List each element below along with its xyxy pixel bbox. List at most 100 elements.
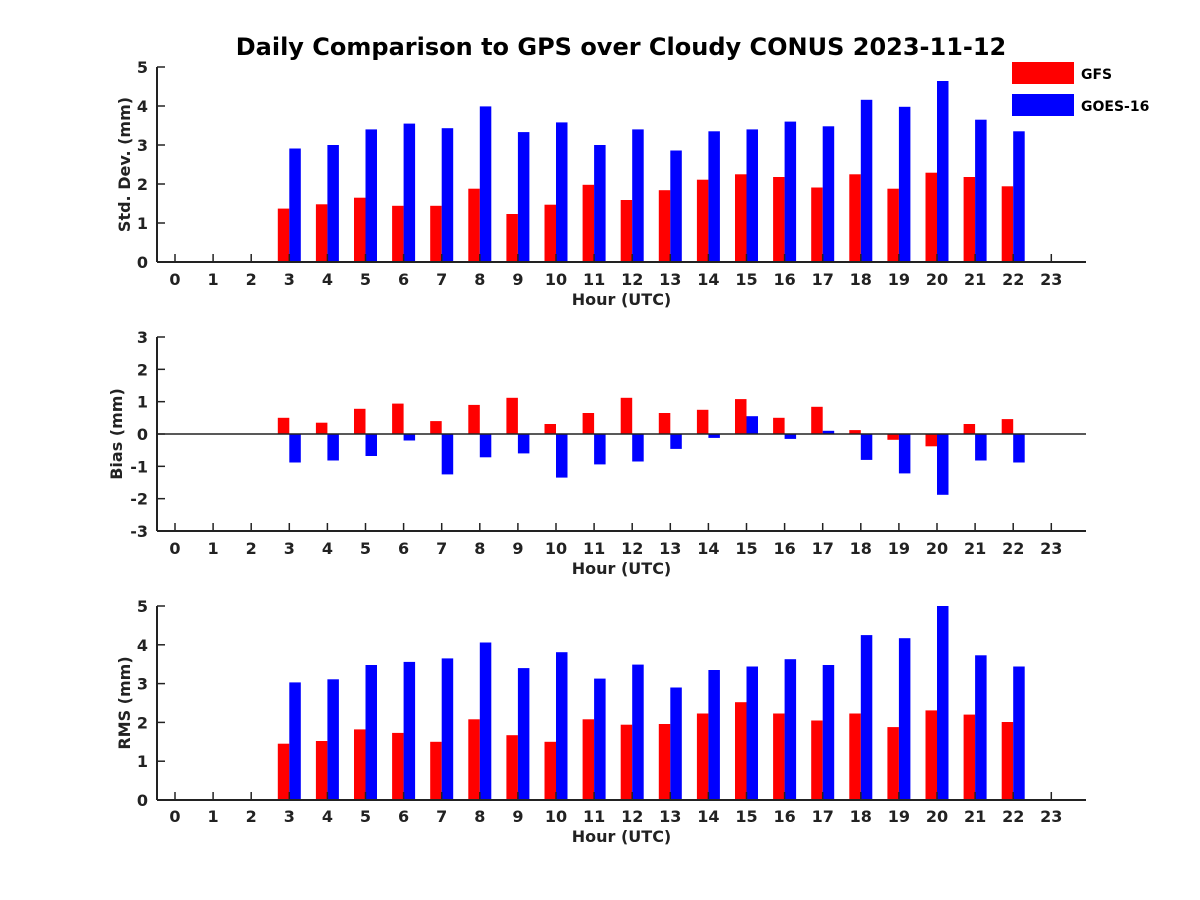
bar-gfs-hour-11: [582, 719, 595, 800]
x-tick-label: 3: [284, 539, 295, 558]
bar-goes16-hour-11: [594, 678, 606, 800]
bar-goes16-hour-7: [441, 128, 454, 262]
x-tick-label: 23: [1040, 539, 1062, 558]
bar-goes16-hour-4: [327, 145, 339, 262]
bar-gfs-hour-9: [506, 397, 518, 434]
x-tick-label: 16: [773, 539, 795, 558]
x-tick-label: 9: [512, 539, 523, 558]
x-tick-label: 6: [398, 270, 409, 289]
x-tick-label: 20: [926, 807, 948, 826]
y-axis-label: Bias (mm): [107, 388, 126, 480]
x-tick-label: 5: [360, 539, 371, 558]
x-tick-label: 15: [735, 539, 757, 558]
x-tick-label: 22: [1002, 270, 1024, 289]
bar-gfs-hour-19: [887, 188, 899, 262]
x-axis-label: Hour (UTC): [572, 290, 672, 309]
y-tick-label: 2: [137, 175, 148, 194]
bar-gfs-hour-15: [735, 702, 747, 800]
x-tick-label: 17: [812, 270, 834, 289]
bar-goes16-hour-14: [708, 434, 720, 438]
bar-gfs-hour-8: [468, 404, 480, 434]
x-tick-label: 7: [436, 539, 447, 558]
x-tick-label: 5: [360, 807, 371, 826]
x-tick-label: 22: [1002, 807, 1024, 826]
bar-goes16-hour-12: [632, 434, 644, 462]
x-tick-label: 18: [850, 270, 872, 289]
bar-gfs-hour-21: [963, 177, 976, 262]
bar-gfs-hour-22: [1001, 419, 1014, 434]
x-tick-label: 20: [926, 270, 948, 289]
bar-goes16-hour-21: [975, 434, 987, 461]
bar-goes16-hour-19: [898, 434, 911, 474]
x-tick-label: 7: [436, 807, 447, 826]
x-tick-label: 13: [659, 270, 681, 289]
bar-goes16-hour-16: [784, 659, 797, 800]
bar-gfs-hour-20: [925, 434, 937, 447]
bar-goes16-hour-9: [517, 668, 530, 800]
y-axis-label: Std. Dev. (mm): [115, 97, 134, 232]
bar-goes16-hour-19: [898, 106, 911, 262]
bar-goes16-hour-4: [327, 679, 339, 800]
bar-goes16-hour-3: [289, 434, 301, 463]
bar-goes16-hour-6: [403, 434, 416, 441]
legend-swatch-goes16: [1012, 94, 1074, 116]
y-tick-label: 3: [137, 136, 148, 155]
bar-gfs-hour-11: [582, 184, 595, 262]
y-tick-label: 1: [137, 214, 148, 233]
y-tick-label: 4: [137, 97, 148, 116]
bar-goes16-hour-12: [632, 129, 644, 262]
bar-gfs-hour-12: [620, 397, 633, 434]
bar-gfs-hour-18: [849, 174, 861, 263]
bar-gfs-hour-3: [277, 417, 290, 434]
y-tick-label: 2: [137, 713, 148, 732]
y-tick-label: 3: [137, 328, 148, 347]
bar-gfs-hour-14: [696, 179, 709, 262]
bar-gfs-hour-4: [315, 741, 328, 800]
x-tick-label: 21: [964, 807, 986, 826]
bar-gfs-hour-4: [315, 422, 328, 434]
x-tick-label: 1: [208, 539, 219, 558]
x-axis-label: Hour (UTC): [572, 827, 672, 846]
bar-goes16-hour-5: [365, 665, 377, 800]
bar-gfs-hour-10: [544, 204, 556, 262]
bar-goes16-hour-18: [860, 635, 873, 800]
bar-goes16-hour-15: [746, 129, 758, 262]
bar-goes16-hour-3: [289, 148, 301, 262]
bar-goes16-hour-11: [594, 145, 606, 262]
bar-goes16-hour-9: [517, 132, 530, 262]
bar-gfs-hour-11: [582, 413, 595, 434]
x-tick-label: 18: [850, 539, 872, 558]
y-tick-label: 1: [137, 393, 148, 412]
bar-gfs-hour-5: [354, 197, 366, 262]
bar-gfs-hour-16: [773, 713, 785, 800]
bar-goes16-hour-18: [860, 99, 873, 262]
y-tick-label: -3: [130, 522, 148, 541]
x-tick-label: 1: [208, 807, 219, 826]
x-tick-label: 18: [850, 807, 872, 826]
bar-gfs-hour-4: [315, 204, 328, 262]
x-tick-label: 12: [621, 807, 643, 826]
bar-goes16-hour-20: [937, 606, 949, 800]
bar-goes16-hour-14: [708, 131, 720, 262]
bar-gfs-hour-7: [430, 421, 442, 434]
bar-gfs-hour-12: [620, 200, 633, 262]
bar-gfs-hour-12: [620, 724, 633, 800]
bar-gfs-hour-20: [925, 172, 937, 262]
bar-gfs-hour-19: [887, 727, 899, 800]
x-tick-label: 0: [169, 270, 180, 289]
bar-gfs-hour-13: [658, 724, 671, 800]
x-tick-label: 21: [964, 270, 986, 289]
x-tick-label: 14: [697, 539, 719, 558]
bar-gfs-hour-10: [544, 741, 556, 800]
bar-goes16-hour-13: [670, 687, 682, 800]
x-tick-label: 6: [398, 539, 409, 558]
x-tick-label: 11: [583, 807, 605, 826]
x-tick-label: 19: [888, 807, 910, 826]
y-axis-label: RMS (mm): [115, 656, 134, 749]
bar-goes16-hour-19: [898, 638, 911, 800]
bar-goes16-hour-20: [937, 81, 949, 262]
bar-goes16-hour-22: [1013, 131, 1025, 262]
figure-title: Daily Comparison to GPS over Cloudy CONU…: [236, 33, 1007, 61]
bar-gfs-hour-3: [277, 743, 290, 800]
